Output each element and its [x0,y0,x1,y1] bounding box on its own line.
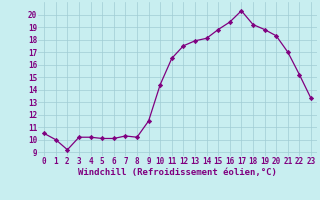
X-axis label: Windchill (Refroidissement éolien,°C): Windchill (Refroidissement éolien,°C) [78,168,277,177]
